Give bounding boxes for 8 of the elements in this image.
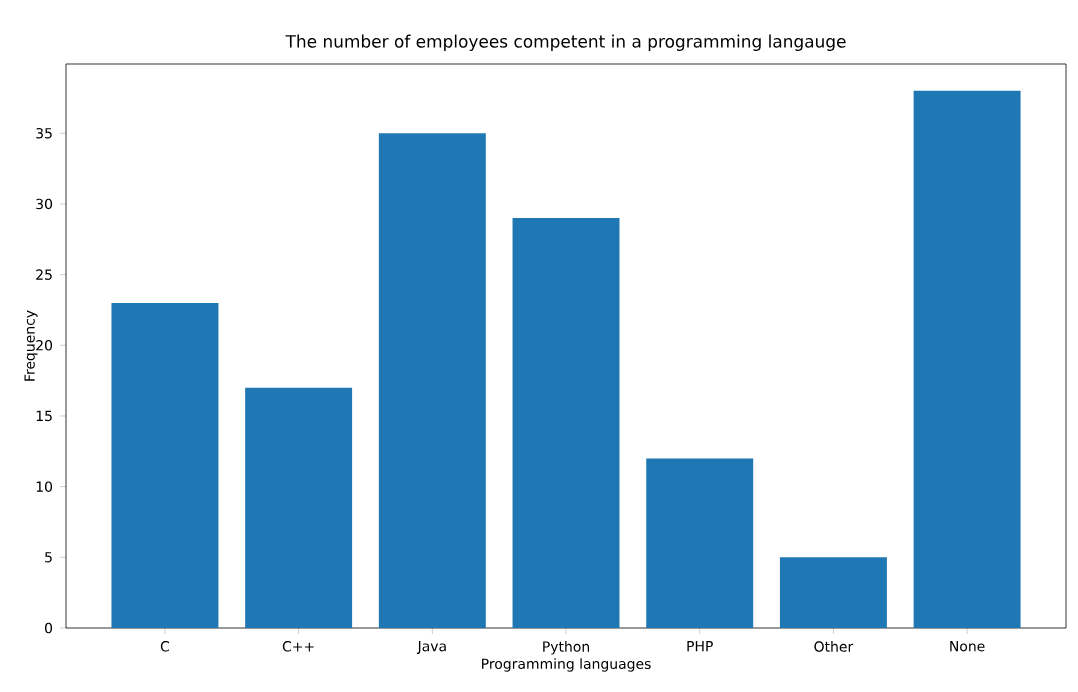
bar [245,387,353,628]
bar [646,458,754,628]
bar [512,218,620,628]
bar [913,90,1021,628]
bar [378,133,486,628]
chart-title: The number of employees competent in a programming langauge [285,34,846,52]
bar [111,302,219,628]
bar [779,557,887,628]
